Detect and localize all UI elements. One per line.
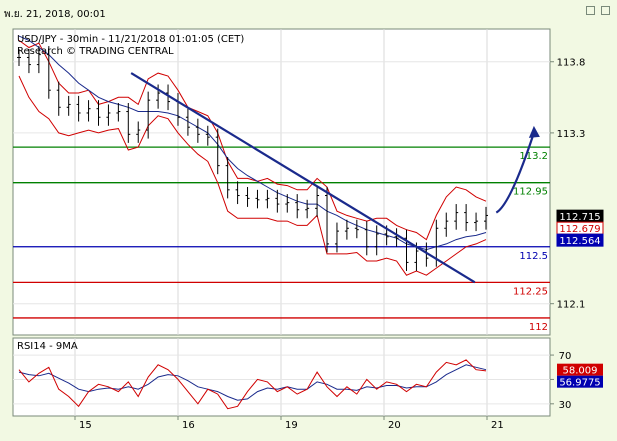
price-bar — [235, 181, 240, 205]
price-bar — [126, 103, 131, 143]
price-bar — [205, 125, 210, 146]
bollinger-upper-line — [18, 39, 487, 241]
price-bar — [185, 108, 190, 136]
forecast-arrow — [495, 132, 535, 214]
price-bar — [225, 157, 230, 199]
price-levels: 113.2 112.95 112.5 112.25 112 — [13, 146, 550, 333]
price-bar — [36, 46, 41, 74]
bollinger-lower-line — [18, 75, 487, 276]
price-bar — [484, 206, 488, 230]
price-bar — [305, 199, 310, 219]
price-bar — [86, 100, 91, 122]
price-bar — [76, 95, 81, 122]
price-bar — [17, 48, 21, 67]
price-y-ticks: 113.8 113.3 112.1 — [550, 58, 585, 311]
price-bar — [56, 81, 61, 116]
level-label: 112.5 — [519, 251, 548, 262]
maximize-icon[interactable] — [601, 6, 610, 15]
price-tag-box — [556, 233, 604, 247]
price-bar — [146, 91, 151, 139]
price-y-tick-label: 113.3 — [557, 129, 586, 140]
price-bar — [195, 118, 200, 143]
price-bar — [394, 228, 399, 247]
price-tag-label: 112.564 — [559, 236, 600, 247]
price-bar — [374, 225, 379, 256]
x-tick-label: 15 — [79, 420, 92, 431]
price-bar — [166, 84, 171, 111]
rsi-y-tick-label: 70 — [559, 351, 572, 362]
price-bar — [364, 221, 369, 256]
price-bands — [18, 35, 487, 276]
price-tag-label: 112.679 — [559, 224, 600, 235]
price-bar — [464, 204, 469, 232]
x-tick-label: 20 — [388, 420, 401, 431]
rsi-tag-label: 56.9775 — [559, 378, 600, 389]
rsi-tag-box — [557, 375, 603, 388]
price-bar — [344, 219, 349, 240]
price-bar — [444, 212, 449, 237]
price-bar — [96, 100, 101, 126]
price-bar — [26, 48, 31, 74]
price-bar — [354, 219, 359, 239]
x-tick-label: 16 — [182, 420, 195, 431]
rsi-tag-label: 58.009 — [563, 366, 598, 377]
minimize-icon[interactable] — [586, 6, 595, 15]
chart-title: USD/JPY - 30min - 11/21/2018 01:01:05 (C… — [17, 34, 244, 45]
x-tick-label: 21 — [491, 420, 504, 431]
price-y-tick-label: 113.8 — [557, 58, 586, 69]
date-label: พ.ย. 21, 2018, 00:01 — [4, 9, 106, 20]
price-bar — [136, 121, 141, 143]
price-grid — [13, 29, 550, 335]
price-bar — [295, 194, 300, 219]
price-overlay — [130, 72, 540, 284]
level-label: 112 — [529, 322, 548, 333]
price-y-tick-label: 112.1 — [557, 300, 586, 311]
chart-subtitle: Research © TRADING CENTRAL — [17, 46, 174, 57]
x-axis: 15 16 19 20 21 — [74, 416, 504, 431]
price-candles — [17, 46, 488, 271]
price-bar — [46, 46, 51, 99]
level-label: 112.95 — [513, 187, 548, 198]
price-bar — [245, 186, 250, 207]
level-label: 112.25 — [513, 286, 548, 297]
price-bar — [66, 95, 71, 116]
price-bar — [474, 212, 479, 232]
price-bar — [334, 222, 339, 253]
rsi-y-tick-label: 30 — [559, 400, 572, 411]
price-bar — [454, 204, 459, 230]
trendline — [130, 72, 476, 284]
price-tag-label: 112.715 — [559, 212, 600, 223]
price-bar — [255, 189, 260, 209]
price-bar — [215, 128, 220, 175]
moving-average-line — [18, 35, 487, 251]
rsi-ma-line — [18, 364, 487, 401]
price-bar — [404, 229, 409, 271]
level-label: 113.2 — [519, 151, 548, 162]
price-bar — [106, 104, 111, 126]
price-bar — [116, 103, 121, 122]
rsi-tag-box — [557, 363, 603, 376]
rsi-title: RSI14 - 9MA — [17, 341, 78, 352]
rsi-lines — [18, 359, 487, 410]
x-tick-label: 19 — [285, 420, 298, 431]
price-bar — [315, 186, 320, 217]
price-bar — [325, 186, 330, 253]
price-bar — [275, 189, 280, 213]
forecast-arrowhead — [528, 125, 540, 138]
rsi-line — [18, 359, 487, 410]
price-bar — [285, 194, 290, 213]
price-bar — [265, 189, 270, 209]
